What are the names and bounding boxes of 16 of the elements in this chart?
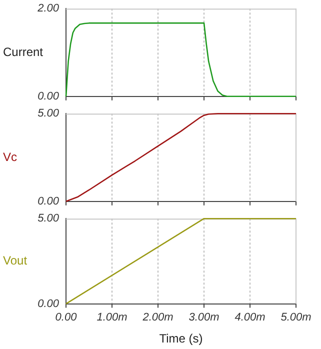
- y-tick-label: 0.00: [38, 90, 60, 102]
- x-axis-title: Time (s): [159, 331, 203, 346]
- x-tick-label: 0.00: [55, 311, 78, 324]
- x-tick-label: 2.00m: [142, 311, 174, 324]
- x-tick-label: 1.00m: [96, 311, 128, 324]
- y-tick-label: 5.00: [38, 108, 60, 120]
- y-tick-label: 2.00: [36, 2, 60, 15]
- x-tick-label: 5.00m: [280, 311, 312, 324]
- x-tick-label: 4.00m: [234, 311, 266, 324]
- y-tick-label: 0.00: [38, 195, 60, 208]
- y-tick-label: 5.00: [38, 212, 60, 225]
- y-axis-title: Vout: [3, 254, 28, 268]
- y-axis-title: Vc: [3, 150, 18, 164]
- x-tick-label: 3.00m: [188, 311, 220, 324]
- y-axis-title: Current: [3, 44, 44, 59]
- y-tick-label: 0.00: [38, 298, 60, 310]
